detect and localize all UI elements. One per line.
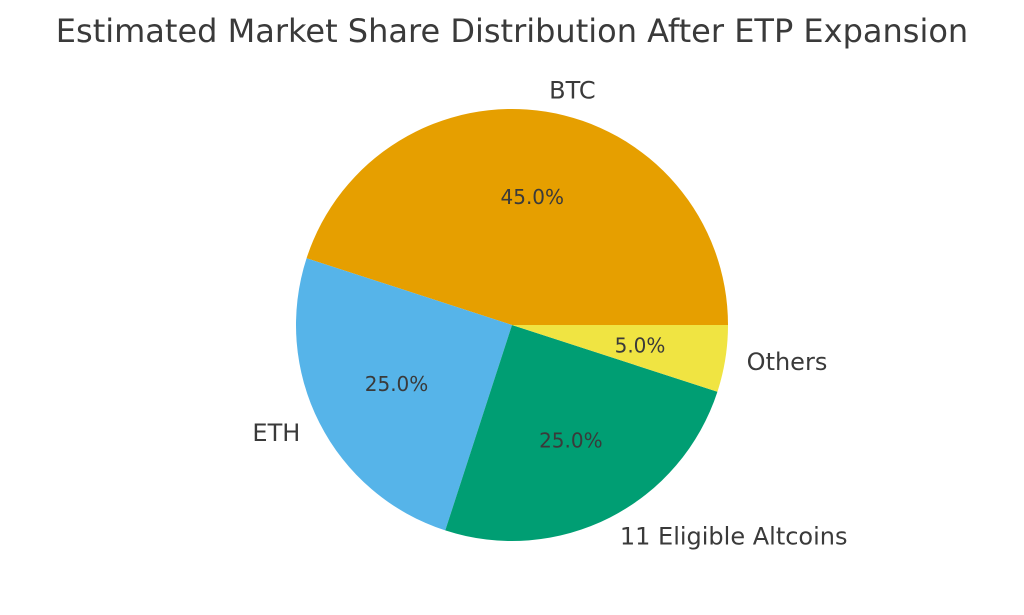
- pct-label-eth: 25.0%: [365, 372, 429, 396]
- pie-slices: [295, 108, 728, 541]
- pie-slice-11-eligible-altcoins: [445, 325, 718, 541]
- pct-label-11-eligible-altcoins: 25.0%: [539, 428, 603, 452]
- chart-title: Estimated Market Share Distribution Afte…: [56, 12, 968, 50]
- pct-label-btc: 45.0%: [501, 185, 565, 209]
- category-label-btc: BTC: [549, 76, 595, 104]
- pie-slice-btc: [306, 108, 728, 325]
- category-label-others: Others: [747, 348, 828, 376]
- category-label-11-eligible-altcoins: 11 Eligible Altcoins: [620, 523, 848, 551]
- pie-labels: 45.0% BTC 25.0% ETH 25.0% 11 Eligible Altcoin…: [252, 76, 847, 550]
- pie-slice-others: [512, 325, 728, 392]
- category-label-eth: ETH: [252, 419, 300, 447]
- pie-slice-eth: [295, 258, 512, 531]
- pct-label-others: 5.0%: [615, 333, 666, 357]
